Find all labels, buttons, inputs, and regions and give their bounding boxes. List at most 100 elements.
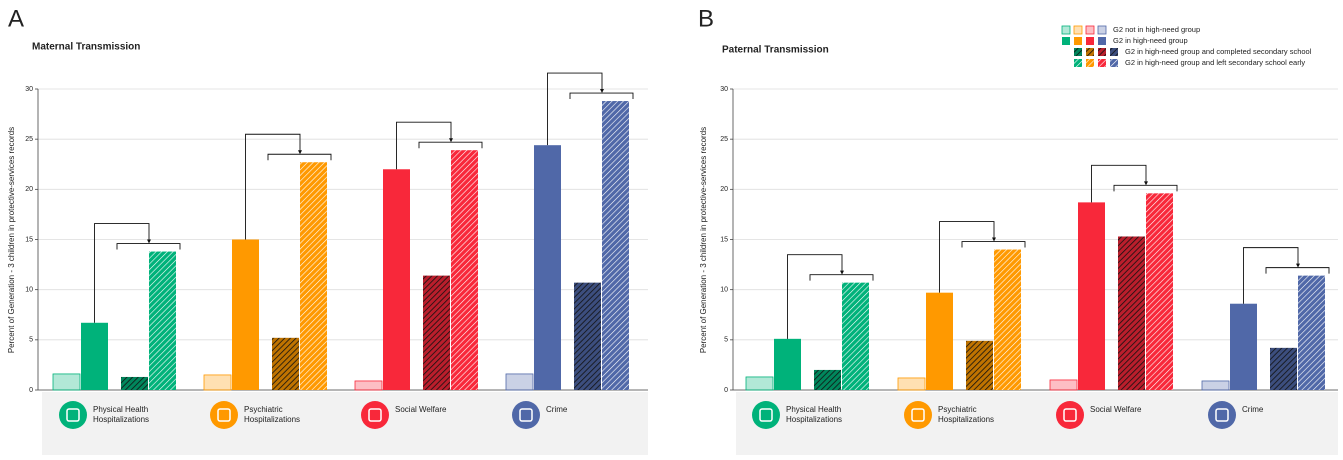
y-tick-label: 0 — [29, 387, 33, 394]
bar — [814, 369, 841, 390]
arrow-head — [1296, 263, 1300, 268]
bar — [451, 150, 478, 390]
bar — [966, 340, 993, 390]
bracket — [809, 274, 874, 281]
y-tick-label: 5 — [29, 337, 33, 344]
icon-glyph — [911, 408, 925, 422]
bracket — [569, 92, 634, 100]
bar — [774, 338, 801, 390]
category-label: Physical Health Hospitalizations — [93, 405, 150, 424]
arrow-head — [992, 237, 996, 242]
icon-glyph — [368, 408, 382, 422]
bracket — [1091, 164, 1147, 203]
bar — [81, 322, 108, 390]
category-icon — [752, 401, 780, 429]
y-tick-label: 15 — [25, 236, 33, 243]
chart-title: Paternal Transmission — [722, 45, 829, 56]
legend-swatch — [1110, 59, 1118, 67]
legend-label: G2 in high-need group — [1113, 36, 1188, 45]
bar — [534, 145, 561, 390]
bar — [232, 239, 259, 390]
bar — [1230, 303, 1257, 390]
bracket — [418, 141, 483, 149]
arrow-head — [147, 239, 151, 244]
legend-swatch — [1085, 25, 1095, 35]
bar — [149, 251, 176, 390]
legend-label: G2 in high-need group and completed seco… — [1125, 47, 1312, 56]
category-label: Physical Health Hospitalizations — [786, 405, 843, 424]
legend-swatch — [1098, 48, 1106, 56]
arrow-head — [1144, 181, 1148, 186]
y-tick-label: 25 — [720, 136, 728, 143]
bar — [897, 377, 926, 391]
y-tick-label: 10 — [25, 287, 33, 294]
bar — [1146, 193, 1173, 390]
y-tick-label: 30 — [25, 86, 33, 93]
category-icon — [1208, 401, 1236, 429]
icon-glyph — [66, 408, 80, 422]
legend-swatch — [1110, 48, 1118, 56]
bar — [745, 376, 774, 391]
category-icon — [210, 401, 238, 429]
arrow-head — [449, 138, 453, 143]
bracket — [1265, 267, 1330, 274]
legend-swatch — [1086, 59, 1094, 67]
category-icon — [1056, 401, 1084, 429]
icon-glyph — [1215, 408, 1229, 422]
y-tick-label: 20 — [720, 186, 728, 193]
y-axis-label: Percent of Generation - 3 children in pr… — [699, 127, 708, 353]
bracket — [1243, 247, 1299, 304]
panel-letter: B — [698, 5, 714, 32]
legend-swatch — [1098, 37, 1106, 45]
y-tick-label: 20 — [25, 186, 33, 193]
legend-swatch — [1098, 59, 1106, 67]
bracket — [396, 121, 452, 170]
category-label: Crime — [1242, 405, 1264, 414]
bar — [203, 374, 232, 391]
category-band — [736, 392, 1338, 455]
bracket — [245, 133, 301, 240]
icon-glyph — [1063, 408, 1077, 422]
bar — [994, 249, 1021, 390]
legend-swatch — [1062, 37, 1070, 45]
y-tick-label: 15 — [720, 236, 728, 243]
legend-label: G2 not in high-need group — [1113, 25, 1200, 34]
bar — [423, 275, 450, 390]
y-tick-label: 5 — [724, 337, 728, 344]
bar — [926, 292, 953, 390]
legend-swatch — [1097, 25, 1107, 35]
legend-swatch — [1086, 48, 1094, 56]
legend-swatch — [1074, 48, 1082, 56]
arrow-head — [840, 270, 844, 275]
legend-swatch — [1074, 59, 1082, 67]
bracket — [787, 254, 843, 339]
legend-swatch — [1074, 37, 1082, 45]
bar — [842, 282, 869, 390]
category-label: Social Welfare — [1090, 405, 1142, 414]
bar — [121, 376, 148, 390]
bracket — [547, 72, 603, 146]
legend-label: G2 in high-need group and left secondary… — [1125, 58, 1305, 67]
bar — [1270, 347, 1297, 390]
icon-glyph — [217, 408, 231, 422]
bar — [354, 380, 383, 391]
category-icon — [904, 401, 932, 429]
bar — [1078, 202, 1105, 390]
category-label: Social Welfare — [395, 405, 447, 414]
bar — [1049, 379, 1078, 391]
y-tick-label: 0 — [724, 387, 728, 394]
arrow-head — [600, 89, 604, 94]
category-icon — [361, 401, 389, 429]
bracket — [94, 223, 150, 323]
panel-letter: A — [8, 5, 24, 32]
icon-glyph — [759, 408, 773, 422]
bar — [602, 101, 629, 390]
bar — [505, 373, 534, 391]
bar — [52, 373, 81, 391]
category-label: Psychiatric Hospitalizations — [244, 405, 301, 424]
category-label: Crime — [546, 405, 568, 414]
category-icon — [512, 401, 540, 429]
bracket — [939, 221, 995, 293]
